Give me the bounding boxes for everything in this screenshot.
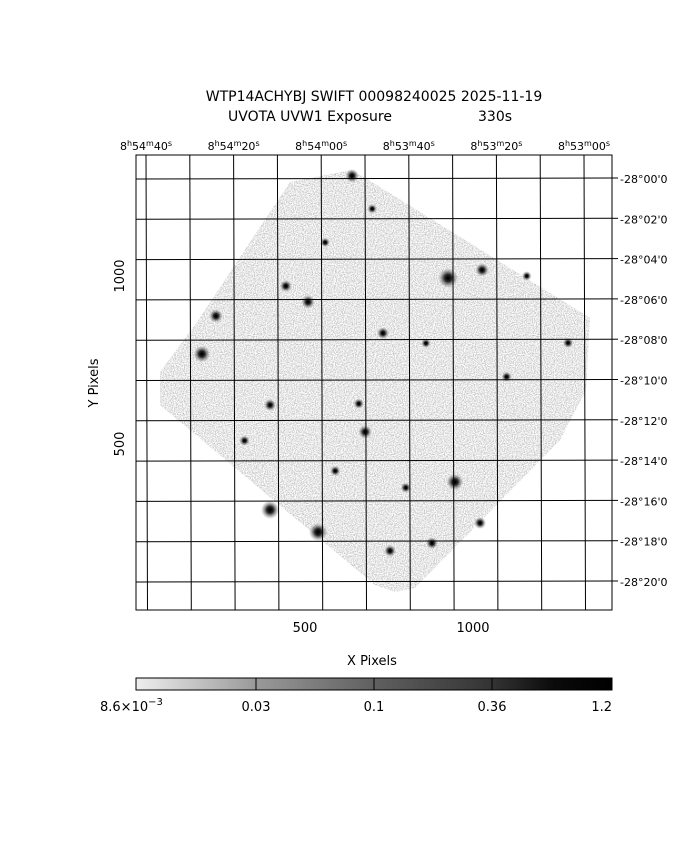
dec-tick-label: -28°08'0 <box>620 334 668 347</box>
dec-tick-label: -28°04'0 <box>620 254 668 267</box>
source-core <box>478 521 482 525</box>
ra-tick-label: 8h54m40s <box>120 139 172 153</box>
dec-grid-line <box>136 379 612 381</box>
dec-tick-label: -28°00'0 <box>620 173 668 186</box>
colorbar-label: 0.36 <box>478 700 507 715</box>
dec-tick-label: -28°12'0 <box>620 415 668 428</box>
ra-grid-line <box>320 155 324 610</box>
ra-grid-line <box>452 155 455 610</box>
x-tick-label: 500 <box>293 621 318 636</box>
ra-grid-line <box>495 155 499 610</box>
source-core <box>388 549 392 553</box>
ra-grid-line <box>276 155 280 610</box>
plot-frame <box>135 154 613 611</box>
source-core <box>453 480 457 484</box>
source-core <box>525 274 529 278</box>
ra-grid-line <box>233 155 236 610</box>
source-core <box>480 268 484 272</box>
source-core <box>243 439 246 442</box>
ra-tick-label: 8h53m00s <box>558 139 610 153</box>
source-core <box>505 375 508 379</box>
source-core <box>200 352 204 356</box>
dec-tick-label: -28°16'0 <box>620 495 668 508</box>
exposure-label: UVOTA UVW1 Exposure <box>228 109 392 125</box>
ra-tick-label: 8h53m20s <box>470 139 522 153</box>
dec-grid-line <box>136 419 612 422</box>
dec-grid-line <box>136 258 612 261</box>
exposure-field <box>160 170 590 592</box>
ra-grid-line <box>539 155 543 610</box>
source-core <box>430 541 434 545</box>
source-core <box>370 207 374 211</box>
source-core <box>566 341 570 345</box>
dec-grid-line <box>136 499 612 502</box>
dec-tick-label: -28°02'0 <box>620 213 668 226</box>
ra-tick-label: 8h54m20s <box>208 139 260 153</box>
source-core <box>323 241 327 244</box>
source-core <box>268 508 272 512</box>
source-core <box>214 314 218 318</box>
x-tick-label: 1000 <box>456 621 489 636</box>
dec-grid-line <box>136 580 612 583</box>
dec-tick-label: -28°06'0 <box>620 294 668 307</box>
chart-title: WTP14ACHYBJ SWIFT 00098240025 2025-11-19 <box>206 89 542 105</box>
source-core <box>316 530 320 534</box>
source-core <box>404 486 408 489</box>
ra-grid-line <box>583 155 586 610</box>
colorbar-min-label: 8.6×10−3 <box>100 697 163 715</box>
source-core <box>424 341 428 345</box>
dec-tick-label: -28°14'0 <box>620 455 668 468</box>
dec-grid-line <box>136 459 612 462</box>
source-core <box>357 402 361 405</box>
ra-tick-label: 8h53m40s <box>383 139 435 153</box>
dec-tick-label: -28°18'0 <box>620 536 668 549</box>
dec-tick-label: -28°10'0 <box>620 375 668 388</box>
dec-tick-label: -28°20'0 <box>620 576 668 589</box>
source-core <box>268 403 272 407</box>
source-core <box>350 174 354 178</box>
source-core <box>284 284 288 288</box>
colorbar-label: 0.1 <box>364 700 385 715</box>
dec-grid-line <box>136 338 612 341</box>
exposure-value: 330s <box>478 109 512 125</box>
dec-grid-line <box>136 177 612 180</box>
ra-grid-line <box>189 155 192 610</box>
y-tick-label: 1000 <box>113 259 128 292</box>
dec-grid-line <box>136 540 612 543</box>
y-axis-label: Y Pixels <box>87 358 102 408</box>
dec-grid-line <box>136 217 612 220</box>
y-tick-label: 500 <box>113 432 128 457</box>
ra-tick-label: 8h54m00s <box>295 139 347 153</box>
colorbar-label: 1.2 <box>591 700 612 715</box>
ra-grid-line <box>364 155 367 610</box>
source-core <box>446 276 450 280</box>
x-axis-label: X Pixels <box>347 654 397 669</box>
source-core <box>381 331 385 335</box>
dec-grid-line <box>136 298 612 301</box>
source-core <box>306 300 310 304</box>
source-core <box>333 469 337 473</box>
ra-grid-line <box>145 155 148 610</box>
ra-grid-line <box>408 155 411 610</box>
image-area <box>136 155 612 610</box>
colorbar-label: 0.03 <box>242 700 271 715</box>
